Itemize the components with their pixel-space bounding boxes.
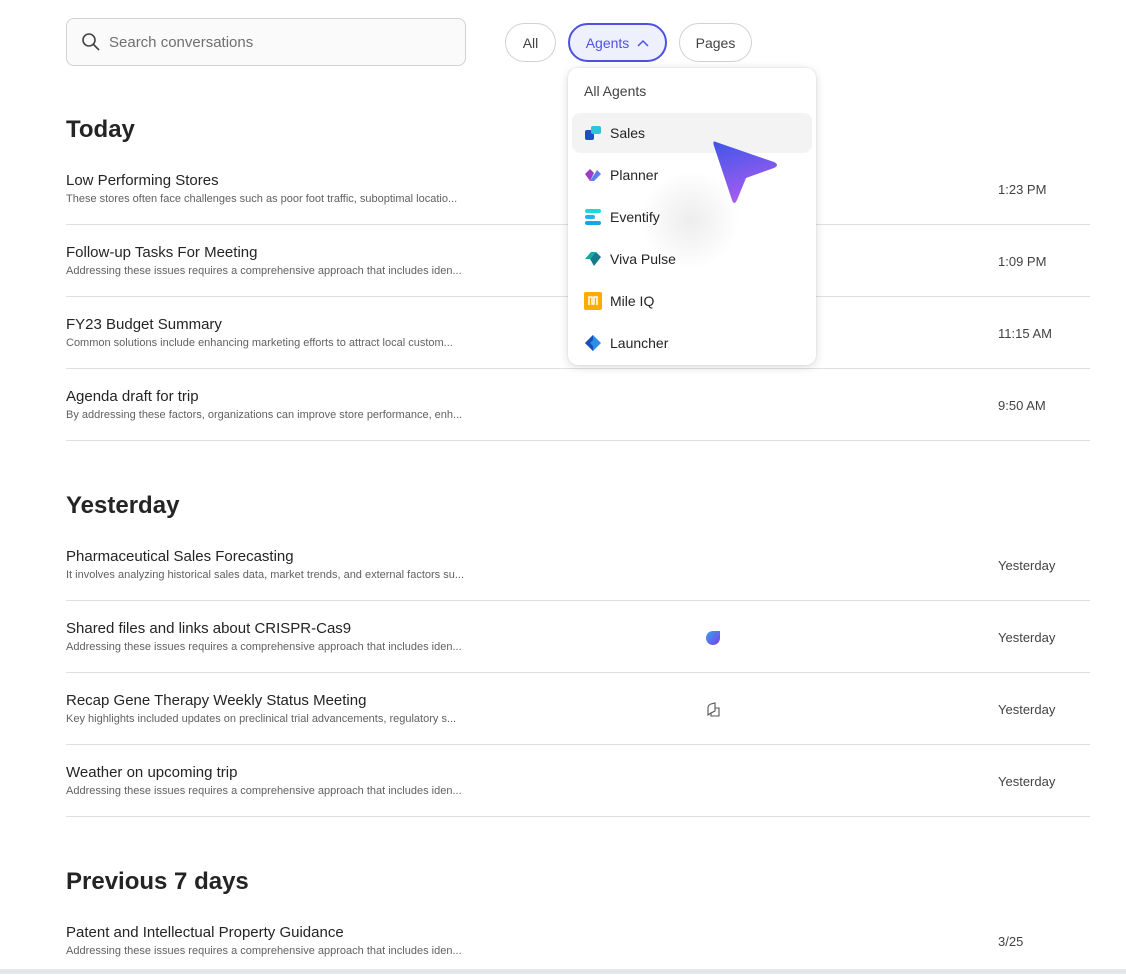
mile-iq-icon (584, 292, 602, 310)
cursor-glow (640, 170, 740, 270)
section-yesterday: Yesterday Pharmaceutical Sales Forecasti… (66, 492, 1090, 817)
section-heading: Previous 7 days (66, 868, 249, 895)
row-time: Yesterday (998, 630, 1056, 645)
copilot-icon (706, 631, 720, 645)
filter-pages[interactable]: Pages (679, 23, 752, 62)
menu-item-all-agents[interactable]: All Agents (584, 83, 647, 99)
filter-agents[interactable]: Agents (568, 23, 667, 62)
row-subtitle: Addressing these issues requires a compr… (66, 641, 462, 653)
row-title: Agenda draft for trip (66, 388, 199, 405)
row-subtitle: Key highlights included updates on precl… (66, 713, 457, 725)
menu-item-sales[interactable]: Sales (572, 113, 812, 153)
section-heading: Yesterday (66, 492, 180, 519)
row-subtitle: It involves analyzing historical sales d… (66, 569, 465, 581)
notebook-icon (707, 702, 720, 717)
row-title: Shared files and links about CRISPR-Cas9 (66, 620, 352, 637)
search-box[interactable] (66, 18, 466, 66)
pointer-cursor-icon (713, 141, 777, 203)
menu-item-label: Planner (610, 167, 659, 183)
search-icon (82, 33, 100, 51)
row-title: FY23 Budget Summary (66, 316, 222, 333)
conversation-row[interactable]: Low Performing Stores These stores often … (66, 153, 1090, 225)
row-subtitle: Addressing these issues requires a compr… (66, 265, 462, 277)
menu-item-label: Sales (610, 125, 646, 141)
row-time: Yesterday (998, 702, 1056, 717)
conversation-row[interactable]: Agenda draft for trip By addressing these… (66, 369, 1090, 441)
section-previous-7-days: Previous 7 days Patent and Intellectual … (66, 868, 1090, 977)
row-subtitle: Addressing these issues requires a compr… (66, 785, 462, 797)
filter-agents-label: Agents (585, 34, 630, 51)
chevron-up-icon (637, 39, 649, 47)
conversation-row[interactable]: Pharmaceutical Sales Forecasting It invol… (66, 529, 1090, 601)
row-time: 11:15 AM (998, 326, 1052, 341)
menu-item-launcher[interactable]: Launcher (572, 323, 812, 363)
viva-pulse-icon (585, 252, 601, 266)
row-subtitle: Common solutions include enhancing marke… (66, 337, 453, 349)
row-time: 1:23 PM (998, 182, 1047, 197)
menu-item-viva-pulse[interactable]: Viva Pulse (572, 239, 812, 279)
conversation-row[interactable]: Shared files and links about CRISPR-Cas9… (66, 601, 1090, 673)
sales-icon (585, 126, 601, 140)
menu-item-label: Viva Pulse (610, 251, 676, 267)
menu-item-label: Eventify (610, 209, 660, 225)
row-subtitle: Addressing these issues requires a compr… (66, 945, 462, 957)
search-input[interactable] (109, 33, 429, 51)
menu-item-label: Launcher (610, 335, 669, 351)
bottom-edge (0, 969, 1126, 974)
row-time: 1:09 PM (998, 254, 1047, 269)
conversation-row[interactable]: Weather on upcoming trip Addressing these… (66, 745, 1090, 817)
row-subtitle: These stores often face challenges such … (66, 193, 458, 205)
row-time: Yesterday (998, 774, 1056, 789)
row-title: Pharmaceutical Sales Forecasting (66, 548, 294, 565)
section-heading: Today (66, 116, 135, 143)
row-time: 9:50 AM (998, 398, 1046, 413)
conversation-row[interactable]: FY23 Budget Summary Common solutions incl… (66, 297, 1090, 369)
row-title: Low Performing Stores (66, 172, 219, 189)
conversation-row[interactable]: Recap Gene Therapy Weekly Status Meeting… (66, 673, 1090, 745)
menu-item-eventify[interactable]: Eventify (572, 197, 812, 237)
launcher-icon (585, 335, 601, 351)
eventify-icon (585, 209, 601, 225)
row-time: 3/25 (998, 934, 1024, 949)
row-title: Follow-up Tasks For Meeting (66, 244, 258, 261)
row-title: Weather on upcoming trip (66, 764, 238, 781)
filter-all[interactable]: All (505, 23, 556, 62)
row-title: Recap Gene Therapy Weekly Status Meeting (66, 692, 367, 709)
row-subtitle: By addressing these factors, organizatio… (66, 409, 463, 421)
menu-item-mile-iq[interactable]: Mile IQ (572, 281, 812, 321)
conversation-row[interactable]: Patent and Intellectual Property Guidanc… (66, 905, 1090, 977)
menu-item-planner[interactable]: Planner (572, 155, 812, 195)
menu-item-label: Mile IQ (610, 293, 655, 309)
row-title: Patent and Intellectual Property Guidanc… (66, 924, 344, 941)
agents-dropdown: All Agents Sales Planner Eventify Viva P… (568, 68, 816, 365)
row-time: Yesterday (998, 558, 1056, 573)
planner-icon (585, 169, 601, 181)
